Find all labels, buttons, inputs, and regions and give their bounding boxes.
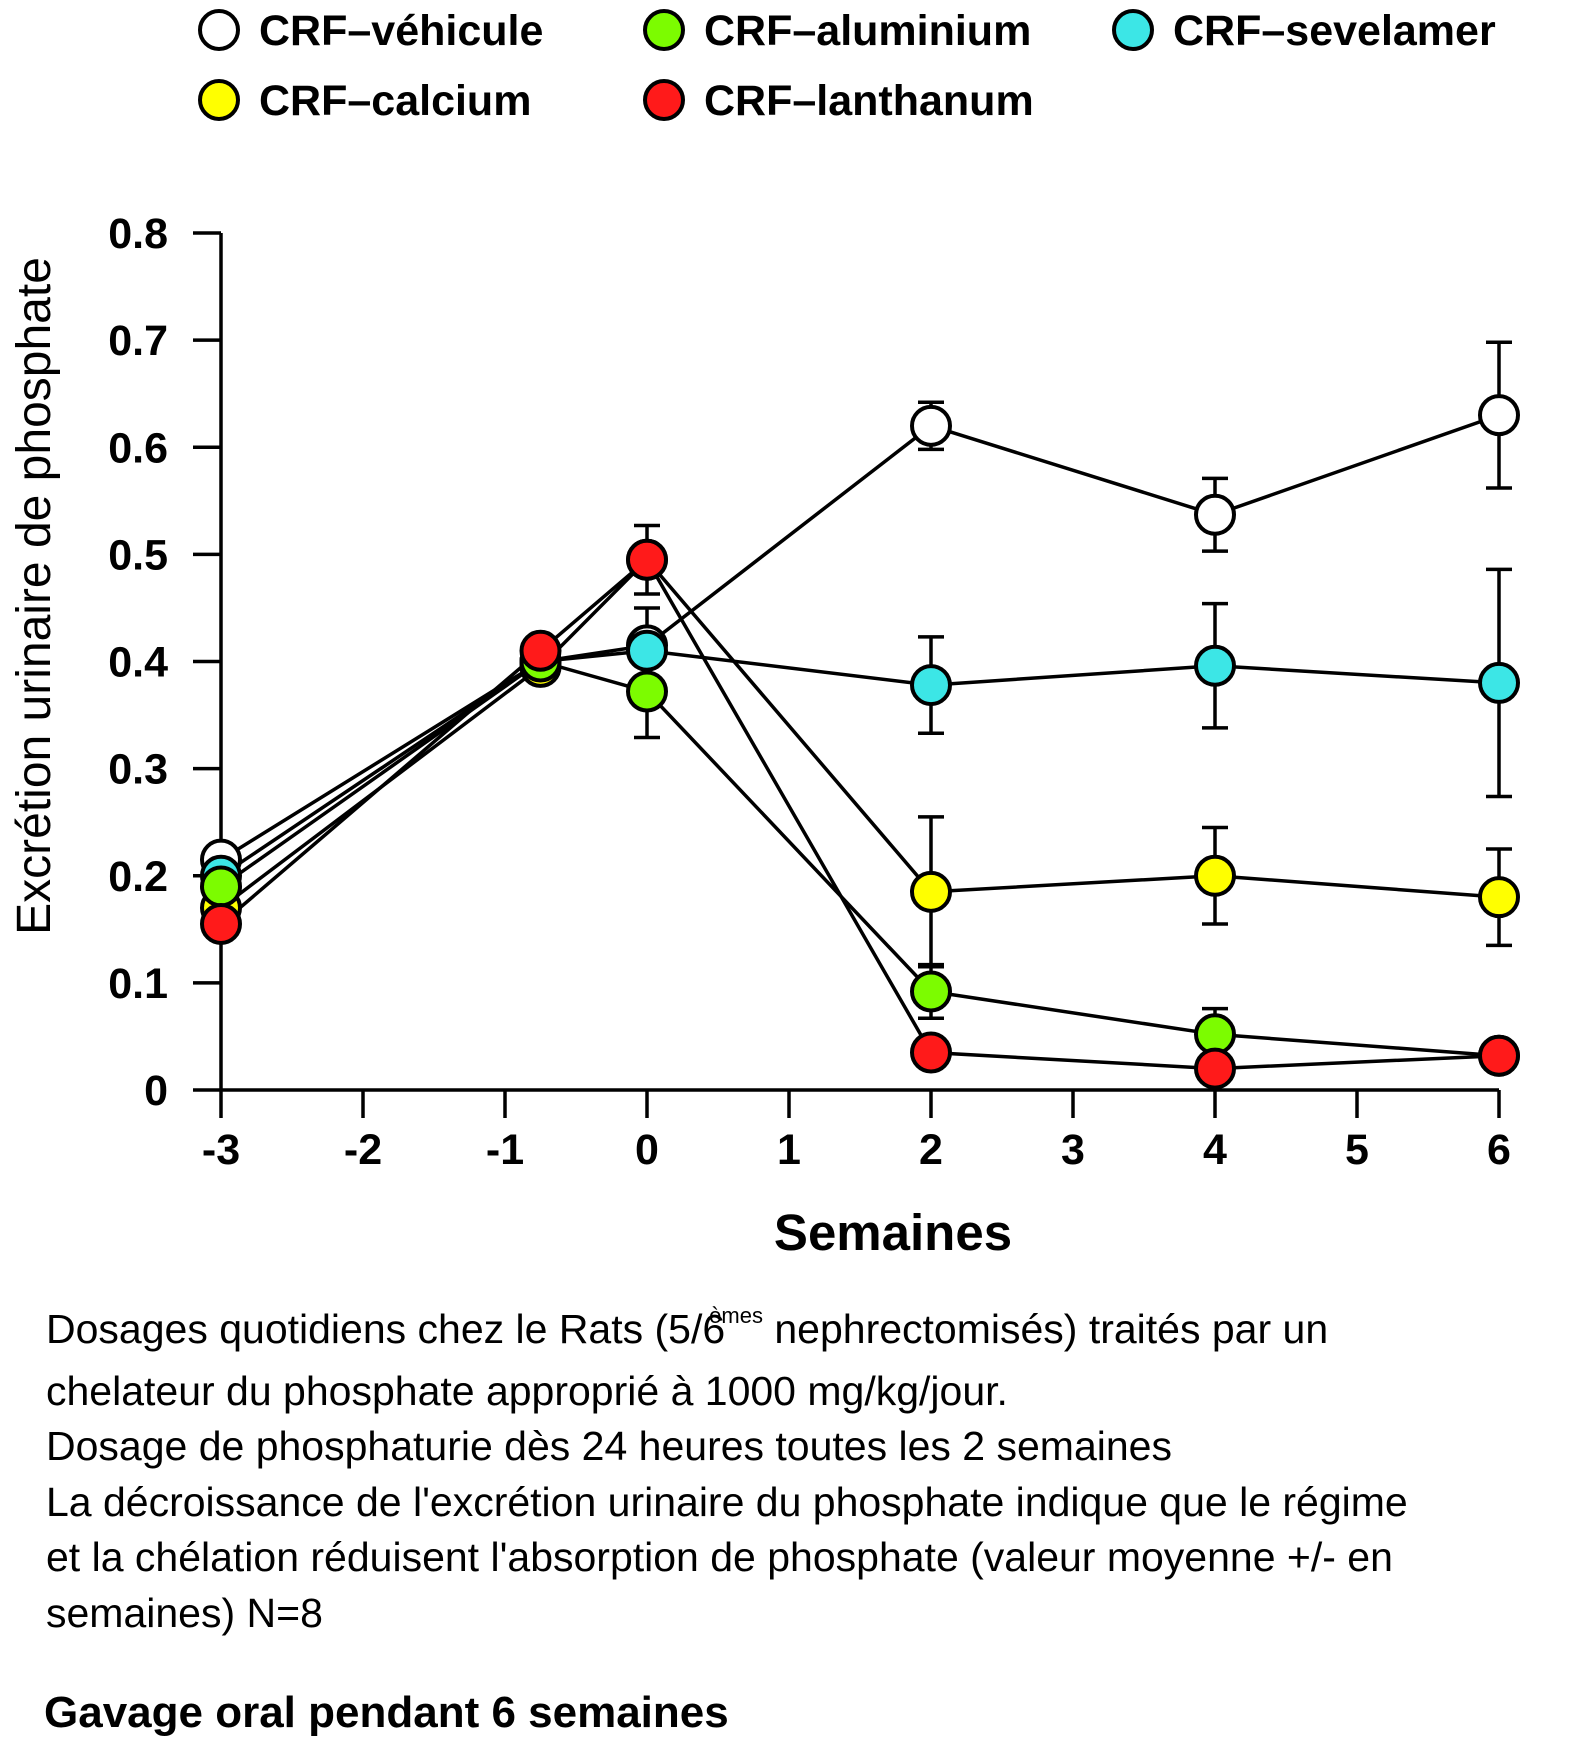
x-tick-label: -2 <box>344 1126 382 1174</box>
y-tick-label: 0.5 <box>108 531 168 579</box>
legend-marker <box>198 79 240 121</box>
caption-line-3: Dosage de phosphaturie dès 24 heures tou… <box>46 1423 1172 1469</box>
y-tick-label: 0.3 <box>108 746 168 794</box>
data-point-crf-lanthanum <box>1478 1034 1520 1077</box>
legend-marker <box>198 9 240 51</box>
x-axis-label: Semaines <box>774 1204 1012 1261</box>
caption-line-1-end: nephrectomisés) traités par un <box>762 1306 1329 1352</box>
data-point-crf-sevelamer <box>1478 661 1520 704</box>
legend-marker <box>643 79 685 121</box>
x-tick-label: 2 <box>919 1126 943 1174</box>
x-tick-label: -1 <box>486 1126 524 1174</box>
legend-item-crf-sevelamer: CRF–sevelamer <box>1112 7 1496 55</box>
legend-label: CRF–véhicule <box>259 7 543 55</box>
y-tick-label: 0.8 <box>108 210 168 258</box>
data-point-crf-sevelamer <box>1194 644 1236 687</box>
series-markers <box>200 394 1520 1090</box>
data-point-crf-calcium <box>1478 876 1520 919</box>
series-line-crf-calcium <box>219 557 1500 910</box>
legend-item-crf-vehicule: CRF–véhicule <box>198 7 543 55</box>
x-tick-label: 6 <box>1487 1126 1511 1174</box>
caption-line-2: chelateur du phosphate approprié à 1000 … <box>46 1367 1008 1414</box>
data-point-crf-calcium <box>910 870 952 913</box>
y-tick-label: 0.2 <box>108 853 168 901</box>
legend-marker <box>643 9 685 51</box>
y-tick-label: 0.1 <box>108 960 168 1008</box>
data-point-crf-lanthanum <box>519 629 562 672</box>
legend-label: CRF–calcium <box>259 77 531 125</box>
data-point-crf-vehicule <box>910 404 952 447</box>
data-point-crf-aluminium <box>910 970 952 1013</box>
legend-label: CRF–aluminium <box>704 7 1031 55</box>
data-point-crf-sevelamer <box>626 629 668 672</box>
data-point-crf-lanthanum <box>1194 1047 1236 1090</box>
x-tick-label: 1 <box>777 1126 801 1174</box>
data-point-crf-lanthanum <box>200 902 242 945</box>
y-tick-label: 0 <box>144 1067 168 1115</box>
data-point-crf-vehicule <box>1194 493 1236 536</box>
data-point-crf-aluminium <box>626 670 668 713</box>
x-tick-label: 3 <box>1061 1126 1085 1174</box>
legend: CRF–véhicule CRF–aluminium CRF–sevelamer CR… <box>198 7 1496 125</box>
y-tick-label: 0.6 <box>108 424 168 472</box>
data-point-crf-aluminium <box>200 865 242 908</box>
y-axis-label: Excrétion urinaire de phosphate <box>8 257 61 935</box>
data-point-crf-vehicule <box>1478 394 1520 437</box>
series-line-crf-vehicule <box>220 413 1500 862</box>
data-point-crf-sevelamer <box>910 664 952 707</box>
series-line-crf-lanthanum <box>219 557 1500 1071</box>
legend-item-crf-calcium: CRF–calcium <box>198 77 531 125</box>
caption-line-1-start: Dosages quotidiens chez le Rats (5/6 <box>46 1306 726 1352</box>
legend-label: CRF–lanthanum <box>704 77 1034 125</box>
legend-marker <box>1112 9 1154 51</box>
legend-item-crf-aluminium: CRF–aluminium <box>643 7 1031 55</box>
y-tick-label: 0.4 <box>108 639 168 687</box>
x-tick-label: -3 <box>202 1126 240 1174</box>
caption-line-5: et la chélation réduisent l'absorption d… <box>46 1534 1393 1580</box>
caption-line-6: semaines) N=8 <box>46 1589 323 1636</box>
caption-superscript: èmes <box>709 1303 763 1328</box>
series-line-crf-aluminium <box>219 659 1500 1058</box>
data-point-crf-calcium <box>1194 854 1236 897</box>
figure-caption: Dosages quotidiens chez le Rats (5/6èmes… <box>46 1302 1576 1641</box>
axes: 0 0.1 0.2 0.3 0.4 0.5 0.6 0.7 0.8 -3 -2 -1 0 1 2 3 4 5 6 <box>108 210 1511 1174</box>
y-tick-label: 0.7 <box>108 317 168 365</box>
legend-item-crf-lanthanum: CRF–lanthanum <box>643 77 1034 125</box>
x-tick-label: 5 <box>1345 1126 1369 1174</box>
data-point-crf-lanthanum <box>626 538 668 581</box>
legend-label: CRF–sevelamer <box>1173 7 1496 55</box>
data-point-crf-lanthanum <box>910 1031 952 1074</box>
caption-line-1: Dosages quotidiens chez le Rats (5/6èmes… <box>46 1302 1576 1364</box>
x-tick-label: 0 <box>635 1126 659 1174</box>
footer-note: Gavage oral pendant 6 semaines <box>44 1688 729 1737</box>
x-tick-label: 4 <box>1203 1126 1227 1174</box>
series-lines <box>219 413 1500 1071</box>
caption-line-4: La décroissance de l'excrétion urinaire … <box>46 1478 1408 1525</box>
phosphate-excretion-chart: CRF–véhicule CRF–aluminium CRF–sevelamer CR… <box>8 7 1520 1261</box>
